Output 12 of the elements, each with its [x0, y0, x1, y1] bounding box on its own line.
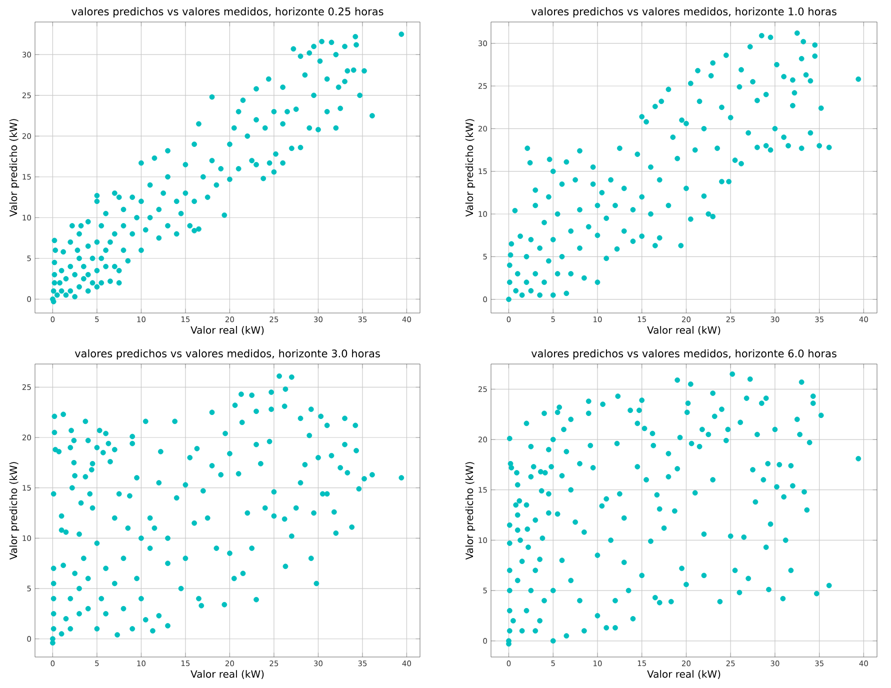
x-axis-title: Valor real (kW) — [647, 670, 720, 679]
x-axis-title: Valor real (kW) — [190, 326, 264, 335]
y-axis-title: Valor predicho (kW) — [465, 462, 476, 560]
chart-title: valores predichos vs valores medidos, horizonte 1.0 horas — [531, 7, 836, 18]
chart-title: valores predichos vs valores medidos, horizonte 3.0 horas — [74, 349, 380, 360]
chart-title: valores predichos vs valores medidos, horizonte 6.0 horas — [531, 349, 836, 360]
y-axis-title: Valor predicho (kW) — [465, 119, 476, 217]
x-axis-title: Valor real (kW) — [190, 670, 264, 679]
y-axis-title: Valor predicho (kW) — [9, 462, 20, 560]
x-axis-title: Valor real (kW) — [647, 326, 720, 335]
y-axis-title: Valor predicho (kW) — [9, 119, 20, 217]
chart-title: valores predichos vs valores medidos, horizonte 0.25 horas — [72, 7, 384, 18]
